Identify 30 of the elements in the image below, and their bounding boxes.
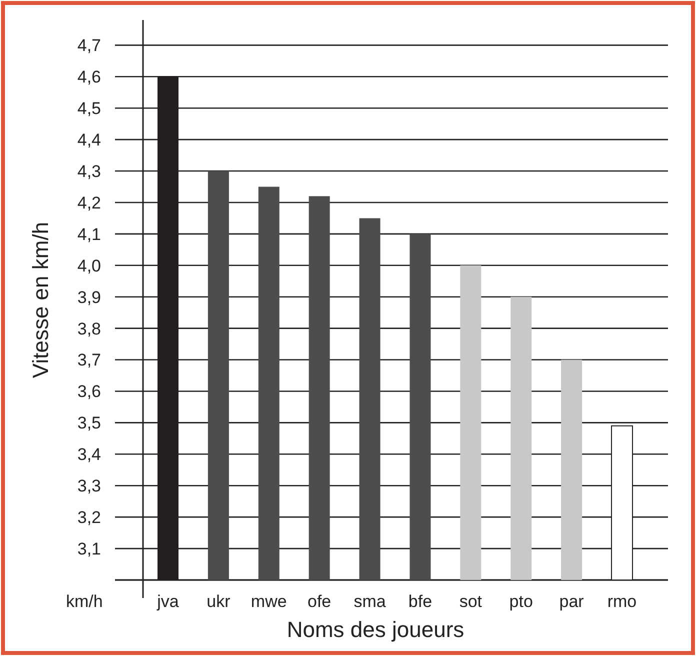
x-tick-label: sot [459, 592, 482, 611]
y-tick-label: 4,2 [77, 193, 101, 212]
y-tick-label: 3,7 [77, 350, 101, 370]
y-tick-label: 3,8 [77, 319, 101, 338]
x-tick-label: ofe [308, 592, 332, 611]
y-tick-label: 4,6 [77, 68, 101, 87]
x-tick-label: bfe [408, 592, 432, 611]
y-tick-label: 4,3 [77, 162, 101, 181]
y-tick-label: 4,1 [77, 224, 101, 244]
x-tick-label: pto [509, 592, 533, 611]
y-tick-label: 4,0 [77, 256, 101, 276]
y-tick-label: 3,5 [77, 414, 101, 433]
y-tick-label: 3,9 [77, 288, 101, 307]
y-axis-title: Vitesse en km/h [28, 222, 53, 378]
x-tick-label: rmo [607, 592, 637, 611]
x-axis-title: Noms des joueurs [286, 617, 464, 642]
y-tick-label: 4,4 [77, 130, 101, 150]
y-tick-label: 3,6 [77, 382, 101, 402]
text: km/h [66, 592, 103, 611]
x-tick-label: sma [354, 592, 386, 611]
y-tick-label: 3,3 [77, 476, 101, 496]
x-tick-label: ukr [206, 592, 231, 611]
y-tick-label: 3,1 [77, 539, 101, 558]
x-tick-label: par [559, 592, 584, 611]
y-tick-label: 4,5 [77, 99, 101, 118]
x-tick-label: jva [156, 592, 180, 611]
x-tick-label: mwe [250, 592, 287, 611]
y-tick-label: 3,2 [77, 508, 101, 528]
y-tick-label: 4,7 [77, 36, 101, 56]
y-tick-label: 3,4 [77, 445, 101, 464]
